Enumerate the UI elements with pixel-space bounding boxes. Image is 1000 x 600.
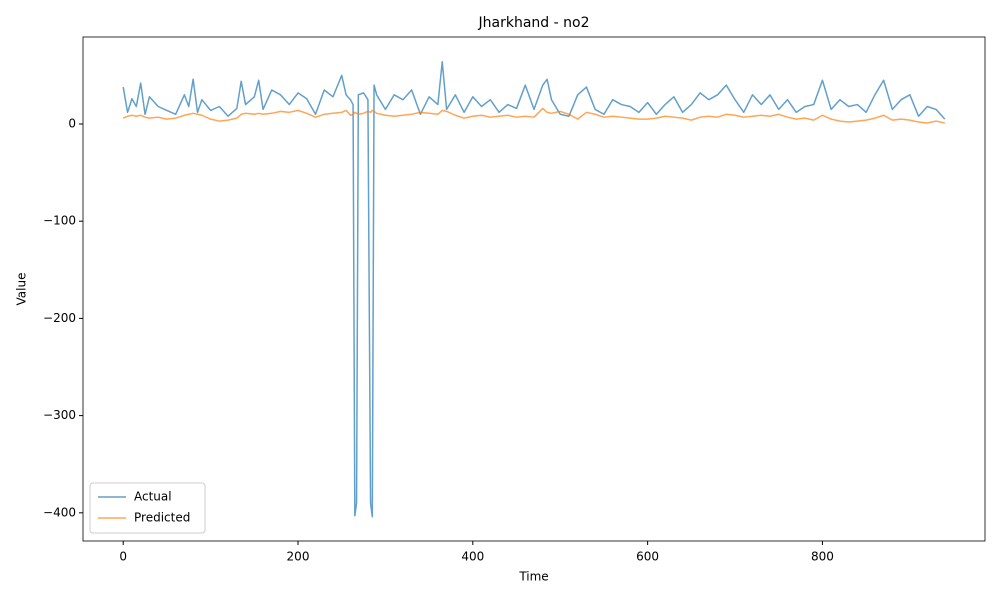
legend-box	[89, 482, 206, 534]
legend-label: Actual	[134, 490, 172, 504]
data-line	[122, 61, 946, 518]
x-tick-label: 800	[811, 550, 834, 564]
y-tick-label: −200	[43, 311, 76, 325]
data-line	[122, 107, 945, 124]
y-tick-label: −100	[43, 214, 76, 228]
legend-label: Predicted	[134, 511, 190, 525]
x-tick-label: 200	[287, 550, 310, 564]
y-tick-label: 0	[68, 116, 76, 130]
y-tick-label: −400	[43, 505, 76, 519]
x-tick-label: 600	[636, 550, 659, 564]
y-axis-label: Value	[15, 273, 29, 306]
plot-frame	[82, 36, 986, 542]
y-tick-label: −300	[43, 408, 76, 422]
x-tick-label: 400	[461, 550, 484, 564]
x-tick-label: 0	[119, 550, 127, 564]
chart-title: Jharkhand - no2	[478, 15, 590, 31]
x-axis-label: Time	[518, 570, 548, 584]
